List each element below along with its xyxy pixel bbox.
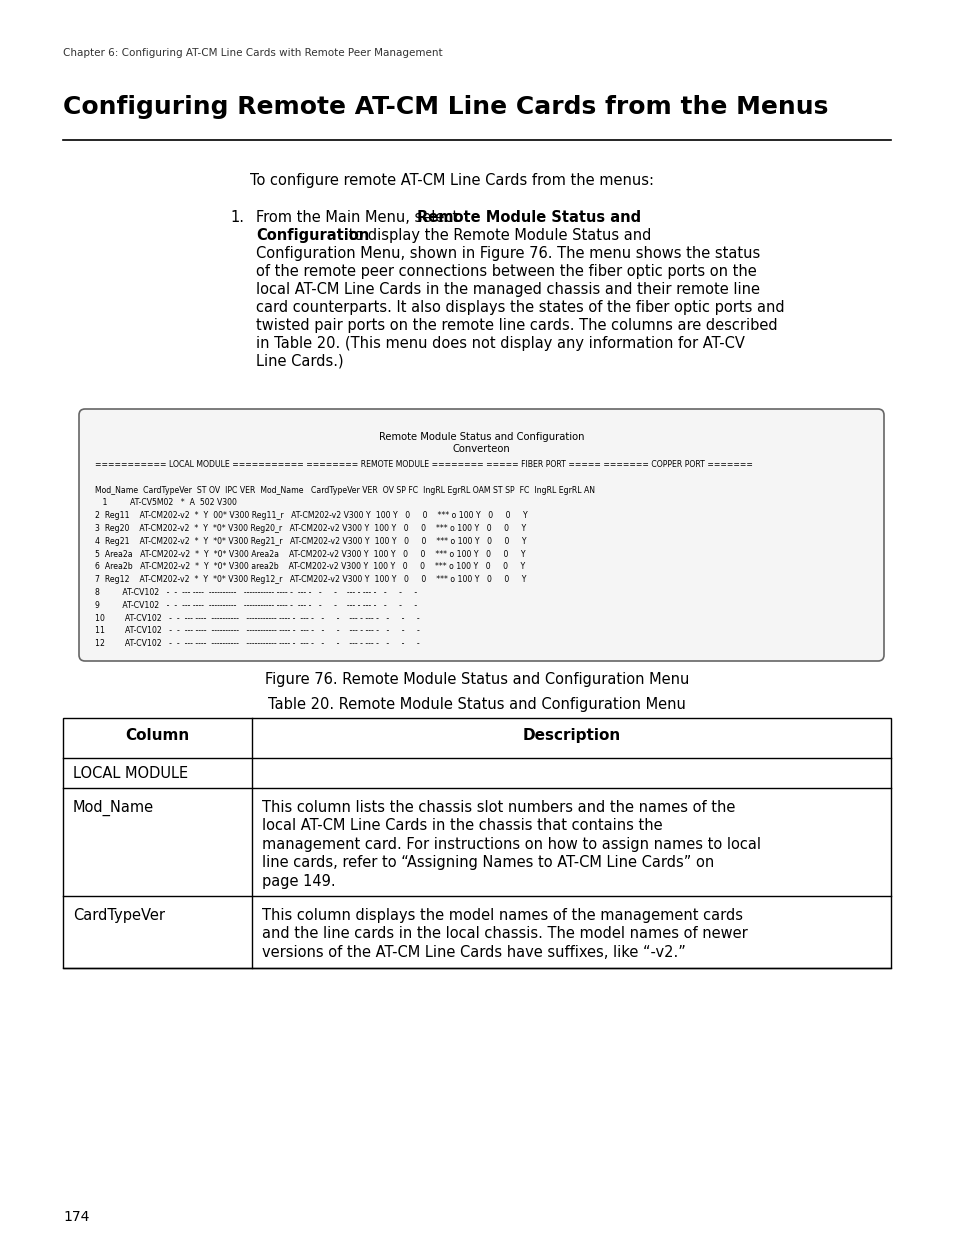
Text: line cards, refer to “Assigning Names to AT-CM Line Cards” on: line cards, refer to “Assigning Names to…: [262, 856, 714, 871]
Text: 7  Reg12    AT-CM202-v2  *  Y  *0* V300 Reg12_r   AT-CM202-v2 V300 Y  100 Y   0 : 7 Reg12 AT-CM202-v2 * Y *0* V300 Reg12_r…: [95, 576, 526, 584]
Text: 10        AT-CV102   -  -  --- ----  ----------   ----------- ---- -  --- -   - : 10 AT-CV102 - - --- ---- ---------- ----…: [95, 614, 419, 622]
Text: =========== LOCAL MODULE =========== ======== REMOTE MODULE ======== ===== FIBER: =========== LOCAL MODULE =========== ===…: [95, 459, 752, 469]
Text: twisted pair ports on the remote line cards. The columns are described: twisted pair ports on the remote line ca…: [255, 317, 777, 333]
Text: Remote Module Status and Configuration: Remote Module Status and Configuration: [378, 432, 583, 442]
FancyBboxPatch shape: [79, 409, 883, 661]
Text: of the remote peer connections between the fiber optic ports on the: of the remote peer connections between t…: [255, 264, 756, 279]
Text: versions of the AT-CM Line Cards have suffixes, like “-v2.”: versions of the AT-CM Line Cards have su…: [262, 945, 685, 960]
Text: local AT-CM Line Cards in the chassis that contains the: local AT-CM Line Cards in the chassis th…: [262, 819, 662, 834]
Text: To configure remote AT-CM Line Cards from the menus:: To configure remote AT-CM Line Cards fro…: [250, 173, 654, 188]
Text: 174: 174: [63, 1210, 90, 1224]
Text: 9         AT-CV102   -  -  --- ----  ----------   ----------- ---- -  --- -   - : 9 AT-CV102 - - --- ---- ---------- -----…: [95, 600, 416, 610]
Text: Converteon: Converteon: [452, 445, 510, 454]
Text: Figure 76. Remote Module Status and Configuration Menu: Figure 76. Remote Module Status and Conf…: [265, 672, 688, 687]
Text: From the Main Menu, select: From the Main Menu, select: [255, 210, 462, 225]
Text: page 149.: page 149.: [262, 874, 335, 889]
Text: 12        AT-CV102   -  -  --- ----  ----------   ----------- ---- -  --- -   - : 12 AT-CV102 - - --- ---- ---------- ----…: [95, 640, 419, 648]
Text: Remote Module Status and: Remote Module Status and: [416, 210, 640, 225]
Text: Column: Column: [125, 727, 190, 743]
Text: card counterparts. It also displays the states of the fiber optic ports and: card counterparts. It also displays the …: [255, 300, 783, 315]
Text: Description: Description: [522, 727, 620, 743]
Text: 4  Reg21    AT-CM202-v2  *  Y  *0* V300 Reg21_r   AT-CM202-v2 V300 Y  100 Y   0 : 4 Reg21 AT-CM202-v2 * Y *0* V300 Reg21_r…: [95, 537, 526, 546]
Text: to display the Remote Module Status and: to display the Remote Module Status and: [344, 228, 651, 243]
Text: 6  Area2b   AT-CM202-v2  *  Y  *0* V300 area2b    AT-CM202-v2 V300 Y  100 Y   0 : 6 Area2b AT-CM202-v2 * Y *0* V300 area2b…: [95, 562, 525, 572]
Text: and the line cards in the local chassis. The model names of newer: and the line cards in the local chassis.…: [262, 926, 747, 941]
Text: 8         AT-CV102   -  -  --- ----  ----------   ----------- ---- -  --- -   - : 8 AT-CV102 - - --- ---- ---------- -----…: [95, 588, 416, 597]
Text: LOCAL MODULE: LOCAL MODULE: [73, 766, 188, 781]
Text: 1.: 1.: [230, 210, 244, 225]
Text: 11        AT-CV102   -  -  --- ----  ----------   ----------- ---- -  --- -   - : 11 AT-CV102 - - --- ---- ---------- ----…: [95, 626, 419, 635]
Text: Mod_Name: Mod_Name: [73, 800, 154, 816]
Text: This column displays the model names of the management cards: This column displays the model names of …: [262, 908, 742, 923]
Text: 5  Area2a   AT-CM202-v2  *  Y  *0* V300 Area2a    AT-CM202-v2 V300 Y  100 Y   0 : 5 Area2a AT-CM202-v2 * Y *0* V300 Area2a…: [95, 550, 525, 558]
Text: management card. For instructions on how to assign names to local: management card. For instructions on how…: [262, 837, 760, 852]
Text: Chapter 6: Configuring AT-CM Line Cards with Remote Peer Management: Chapter 6: Configuring AT-CM Line Cards …: [63, 48, 442, 58]
Text: Configuring Remote AT-CM Line Cards from the Menus: Configuring Remote AT-CM Line Cards from…: [63, 95, 827, 119]
Bar: [63, 718, 890, 968]
Text: Line Cards.): Line Cards.): [255, 354, 343, 369]
Text: Configuration: Configuration: [255, 228, 369, 243]
Text: Configuration Menu, shown in Figure 76. The menu shows the status: Configuration Menu, shown in Figure 76. …: [255, 246, 760, 261]
Text: 2  Reg11    AT-CM202-v2  *  Y  00* V300 Reg11_r   AT-CM202-v2 V300 Y  100 Y   0 : 2 Reg11 AT-CM202-v2 * Y 00* V300 Reg11_r…: [95, 511, 527, 520]
Text: Mod_Name  CardTypeVer  ST OV  IPC VER  Mod_Name   CardTypeVer VER  OV SP FC  Ing: Mod_Name CardTypeVer ST OV IPC VER Mod_N…: [95, 485, 595, 494]
Text: local AT-CM Line Cards in the managed chassis and their remote line: local AT-CM Line Cards in the managed ch…: [255, 282, 760, 296]
Text: in Table 20. (This menu does not display any information for AT-CV: in Table 20. (This menu does not display…: [255, 336, 744, 351]
Text: 3  Reg20    AT-CM202-v2  *  Y  *0* V300 Reg20_r   AT-CM202-v2 V300 Y  100 Y   0 : 3 Reg20 AT-CM202-v2 * Y *0* V300 Reg20_r…: [95, 524, 526, 534]
Text: Table 20. Remote Module Status and Configuration Menu: Table 20. Remote Module Status and Confi…: [268, 697, 685, 713]
Text: This column lists the chassis slot numbers and the names of the: This column lists the chassis slot numbe…: [262, 800, 735, 815]
Text: CardTypeVer: CardTypeVer: [73, 908, 165, 923]
Text: 1         AT-CV5M02   *  A  502 V300: 1 AT-CV5M02 * A 502 V300: [95, 499, 236, 508]
